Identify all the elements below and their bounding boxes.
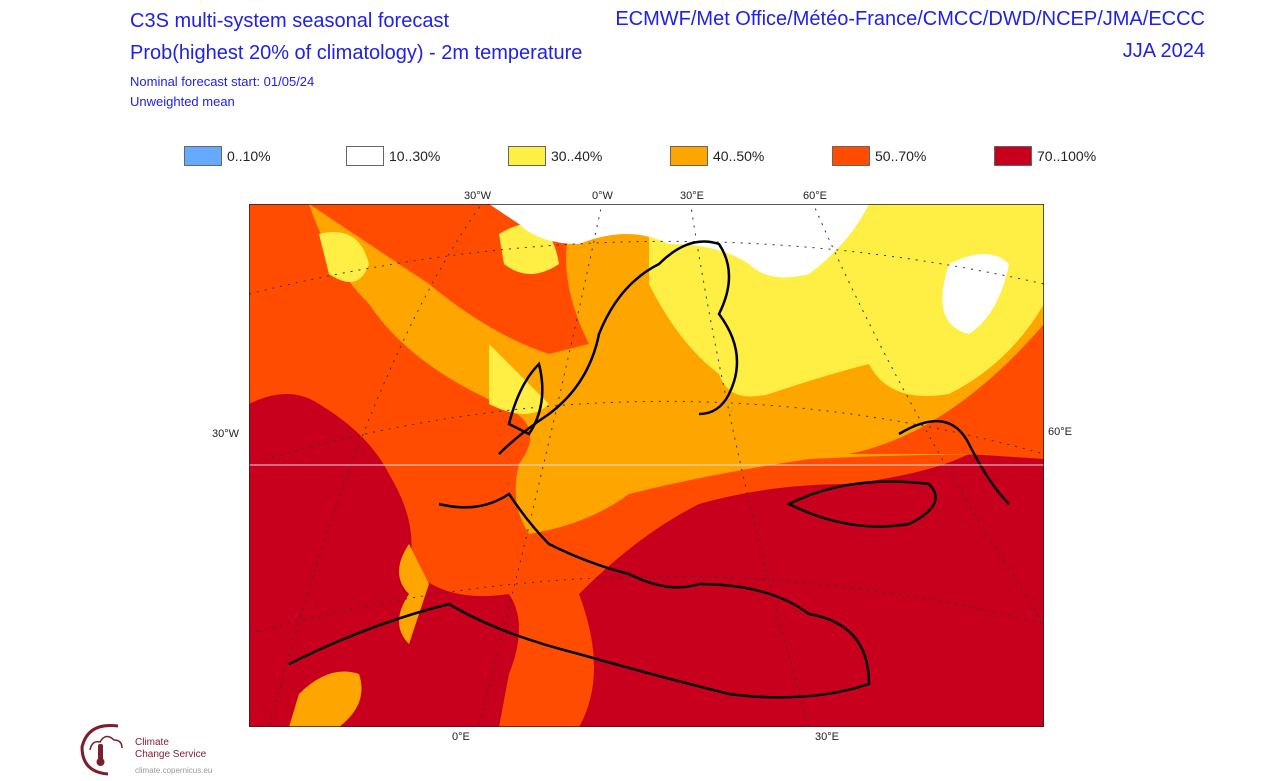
chart-subtitle: Prob(highest 20% of climatology) - 2m te… — [130, 42, 583, 64]
legend-item: 30..40% — [508, 146, 670, 166]
legend-label: 30..40% — [551, 148, 603, 164]
legend-swatch — [346, 146, 384, 166]
legend-item: 10..30% — [346, 146, 508, 166]
centres: ECMWF/Met Office/Météo-France/CMCC/DWD/N… — [615, 8, 1205, 30]
lon-label-bottom: 0°E — [452, 731, 470, 743]
logo-url: climate.copernicus.eu — [135, 766, 213, 775]
region-50-70 — [849, 324, 1044, 454]
weighting: Unweighted mean — [130, 94, 235, 109]
lat-label-left: 30°W — [212, 428, 240, 440]
legend-item: 70..100% — [994, 146, 1156, 166]
legend-label: 40..50% — [713, 148, 765, 164]
region-10-30 — [489, 204, 869, 278]
graticule — [249, 204, 1044, 727]
legend-label: 70..100% — [1037, 148, 1097, 164]
region-70-100 — [579, 454, 1044, 727]
legend: 0..10% 10..30% 30..40% 40..50% 50..70% 7… — [184, 146, 1156, 166]
legend-swatch — [832, 146, 870, 166]
region-40-50 — [399, 544, 429, 644]
coastlines — [288, 240, 1010, 699]
lon-label-bottom: 30°E — [815, 731, 839, 743]
region-70-100 — [249, 394, 519, 727]
region-30-40 — [319, 232, 369, 282]
region-10-30 — [942, 254, 1009, 334]
legend-swatch — [184, 146, 222, 166]
chart-title: C3S multi-system seasonal forecast — [130, 10, 450, 32]
legend-label: 0..10% — [227, 148, 271, 164]
legend-swatch — [670, 146, 708, 166]
season: JJA 2024 — [1122, 40, 1205, 62]
lon-label: 30°W — [464, 190, 492, 202]
lon-label: 60°E — [803, 190, 827, 202]
forecast-start: Nominal forecast start: 01/05/24 — [130, 74, 315, 89]
legend-swatch — [994, 146, 1032, 166]
legend-item: 40..50% — [670, 146, 832, 166]
logo-line1: Climate — [135, 737, 169, 748]
legend-item: 0..10% — [184, 146, 346, 166]
logo-line2: Change Service — [135, 749, 207, 760]
lat-label-right: 60°E — [1048, 426, 1072, 438]
region-40-50 — [289, 671, 362, 727]
copernicus-logo — [80, 723, 123, 776]
lon-label: 0°W — [592, 190, 613, 202]
legend-label: 10..30% — [389, 148, 441, 164]
region-30-40 — [489, 344, 549, 414]
legend-label: 50..70% — [875, 148, 927, 164]
region-50-70 — [249, 204, 376, 394]
legend-swatch — [508, 146, 546, 166]
lon-label: 30°E — [680, 190, 704, 202]
forecast-map — [249, 204, 1044, 727]
legend-item: 50..70% — [832, 146, 994, 166]
